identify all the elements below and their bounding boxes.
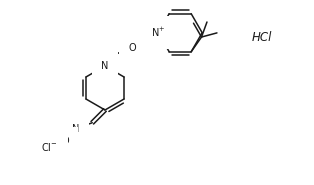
Text: HCl: HCl	[252, 31, 272, 43]
Text: N: N	[101, 61, 109, 71]
Text: O: O	[129, 43, 137, 53]
Text: N: N	[72, 124, 79, 134]
Text: N$^{+}$: N$^{+}$	[151, 26, 165, 39]
Text: O: O	[61, 136, 69, 146]
Text: Cl$^{-}$: Cl$^{-}$	[41, 141, 58, 153]
